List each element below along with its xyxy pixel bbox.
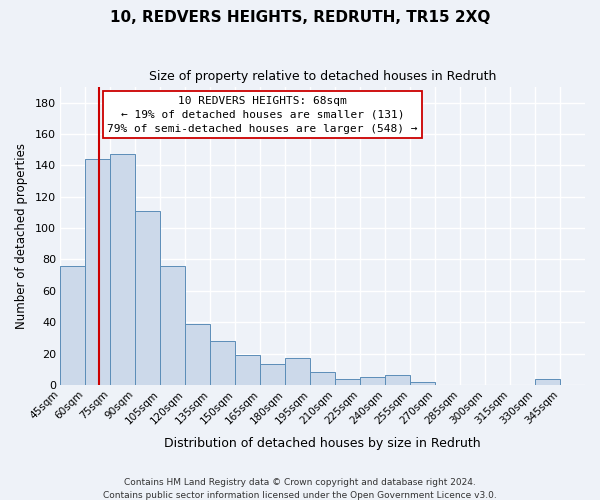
- Y-axis label: Number of detached properties: Number of detached properties: [15, 143, 28, 329]
- Text: 10 REDVERS HEIGHTS: 68sqm
← 19% of detached houses are smaller (131)
79% of semi: 10 REDVERS HEIGHTS: 68sqm ← 19% of detac…: [107, 96, 418, 134]
- Bar: [60, 266, 85, 385]
- Bar: [110, 154, 135, 385]
- X-axis label: Distribution of detached houses by size in Redruth: Distribution of detached houses by size …: [164, 437, 481, 450]
- Bar: [310, 372, 335, 385]
- Bar: [410, 382, 435, 385]
- Bar: [85, 159, 110, 385]
- Bar: [210, 341, 235, 385]
- Bar: [160, 266, 185, 385]
- Bar: [385, 376, 410, 385]
- Text: 10, REDVERS HEIGHTS, REDRUTH, TR15 2XQ: 10, REDVERS HEIGHTS, REDRUTH, TR15 2XQ: [110, 10, 490, 25]
- Bar: [535, 378, 560, 385]
- Title: Size of property relative to detached houses in Redruth: Size of property relative to detached ho…: [149, 70, 496, 83]
- Bar: [360, 377, 385, 385]
- Bar: [285, 358, 310, 385]
- Bar: [185, 324, 210, 385]
- Bar: [335, 378, 360, 385]
- Bar: [260, 364, 285, 385]
- Bar: [135, 211, 160, 385]
- Bar: [235, 355, 260, 385]
- Text: Contains HM Land Registry data © Crown copyright and database right 2024.
Contai: Contains HM Land Registry data © Crown c…: [103, 478, 497, 500]
